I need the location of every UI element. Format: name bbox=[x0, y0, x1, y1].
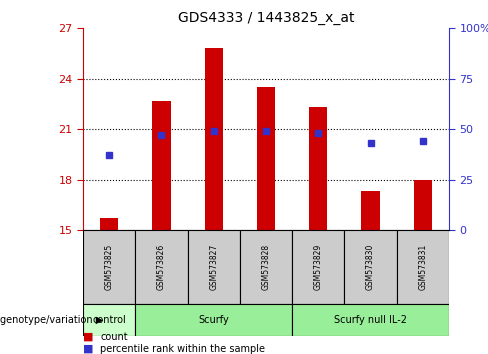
Bar bbox=[152, 101, 170, 230]
Text: GSM573830: GSM573830 bbox=[366, 244, 375, 291]
Bar bbox=[257, 87, 275, 230]
Text: percentile rank within the sample: percentile rank within the sample bbox=[100, 344, 265, 354]
Bar bbox=[397, 230, 449, 304]
Text: GDS4333 / 1443825_x_at: GDS4333 / 1443825_x_at bbox=[178, 11, 354, 25]
Bar bbox=[135, 304, 292, 336]
Bar bbox=[362, 192, 380, 230]
Text: genotype/variation ▶: genotype/variation ▶ bbox=[0, 315, 103, 325]
Text: Scurfy null IL-2: Scurfy null IL-2 bbox=[334, 315, 407, 325]
Bar bbox=[240, 230, 292, 304]
Bar bbox=[292, 230, 345, 304]
Text: GSM573827: GSM573827 bbox=[209, 244, 218, 290]
Text: GSM573825: GSM573825 bbox=[104, 244, 114, 290]
Bar bbox=[135, 230, 187, 304]
Text: GSM573829: GSM573829 bbox=[314, 244, 323, 290]
Bar bbox=[83, 304, 135, 336]
Text: GSM573826: GSM573826 bbox=[157, 244, 166, 290]
Bar bbox=[100, 218, 118, 230]
Bar bbox=[292, 304, 449, 336]
Text: ■: ■ bbox=[83, 332, 94, 342]
Bar bbox=[187, 230, 240, 304]
Bar bbox=[204, 48, 223, 230]
Text: GSM573831: GSM573831 bbox=[418, 244, 427, 290]
Text: GSM573828: GSM573828 bbox=[262, 244, 270, 290]
Text: ■: ■ bbox=[83, 344, 94, 354]
Text: Scurfy: Scurfy bbox=[198, 315, 229, 325]
Bar bbox=[414, 180, 432, 230]
Text: control: control bbox=[92, 315, 126, 325]
Text: count: count bbox=[100, 332, 128, 342]
Bar bbox=[345, 230, 397, 304]
Bar bbox=[309, 107, 327, 230]
Bar bbox=[83, 230, 135, 304]
